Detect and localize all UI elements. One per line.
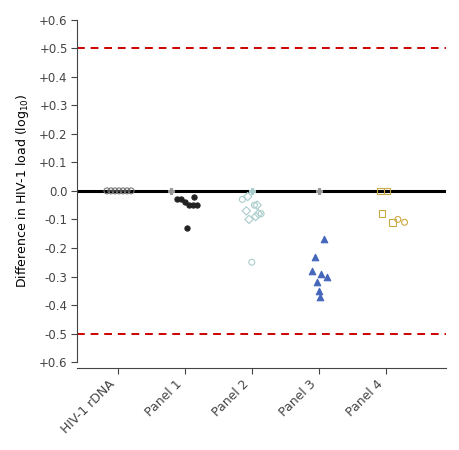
Point [190,193,197,200]
Point [185,202,192,209]
Point [103,187,110,194]
Point [383,187,390,194]
Point [320,236,327,243]
Point [247,187,255,194]
Point [388,219,395,226]
Point [250,202,257,209]
Point [115,187,123,194]
Point [316,293,323,300]
Point [377,210,385,217]
Point [308,267,315,274]
Point [167,187,174,194]
Point [247,259,255,266]
Point [123,187,130,194]
Point [314,287,322,294]
Point [238,196,246,203]
Y-axis label: Difference in HIV-1 load (log$_{10}$): Difference in HIV-1 load (log$_{10}$) [14,94,31,288]
Point [177,196,184,203]
Point [243,193,251,200]
Point [317,270,325,277]
Point [376,187,383,194]
Point [310,253,318,260]
Point [314,187,322,194]
Point [189,202,196,209]
Point [245,216,252,223]
Point [313,279,320,286]
Point [393,216,401,223]
Point [322,273,330,280]
Point [254,210,262,217]
Point [119,187,126,194]
Point [183,225,190,232]
Point [111,187,118,194]
Point [181,199,188,206]
Point [107,187,114,194]
Point [242,207,250,215]
Point [193,202,200,209]
Point [127,187,134,194]
Point [257,210,264,217]
Point [252,213,259,220]
Point [400,219,407,226]
Point [173,196,180,203]
Point [253,202,260,209]
